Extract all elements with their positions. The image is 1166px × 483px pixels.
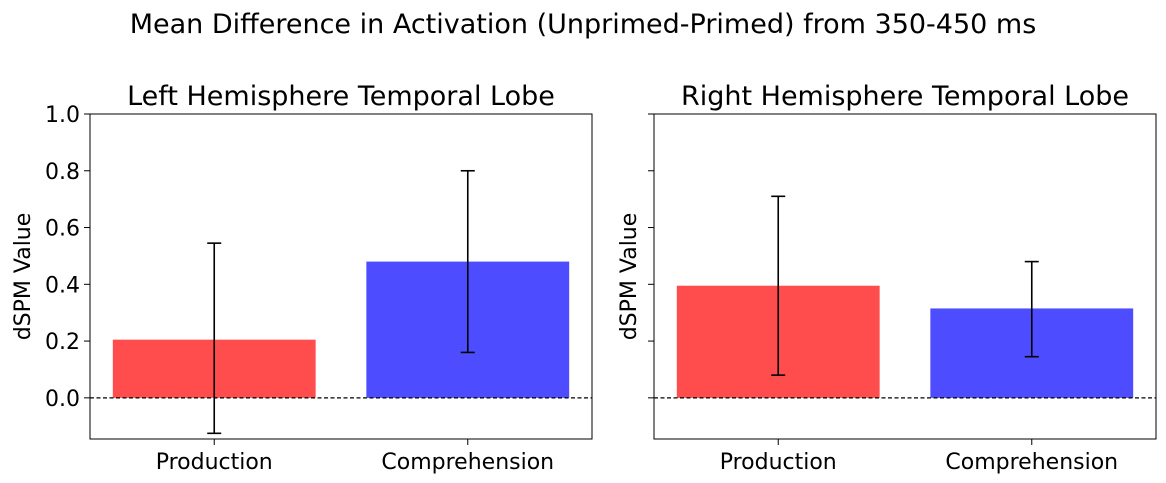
y-axis-label: dSPM Value: [11, 213, 36, 341]
error-bar-comprehension: [460, 169, 475, 354]
axes-frame: [89, 113, 593, 440]
y-tick-label: 0.8: [45, 160, 80, 185]
chart-title: Right Hemisphere Temporal Lobe: [681, 81, 1129, 112]
left-hemisphere-chart: 0.0 0.2 0.4 0.6 0.8 1.0 Production Comprehensio…: [11, 81, 593, 475]
x-tick-label: Production: [720, 450, 837, 475]
y-tick-label: 0.0: [45, 387, 80, 412]
y-axis-label: dSPM Value: [617, 213, 642, 341]
axes-frame: [653, 113, 1157, 440]
x-tick-label: Comprehension: [945, 450, 1118, 475]
error-bar-production: [771, 195, 786, 376]
error-bar-production: [207, 242, 222, 435]
error-bar-comprehension: [1024, 260, 1039, 358]
y-tick-label: 0.6: [45, 217, 80, 242]
y-tick-label: 1.0: [45, 103, 80, 128]
right-hemisphere-chart: Production Comprehension Right Hemisphere …: [617, 81, 1157, 475]
x-tick-label: Comprehension: [381, 450, 554, 475]
x-tick-label: Production: [156, 450, 273, 475]
y-tick-label: 0.4: [45, 273, 80, 298]
y-tick-label: 0.2: [45, 330, 80, 355]
figure-suptitle: Mean Difference in Activation (Unprimed-…: [130, 9, 1037, 40]
chart-title: Left Hemisphere Temporal Lobe: [127, 81, 555, 112]
